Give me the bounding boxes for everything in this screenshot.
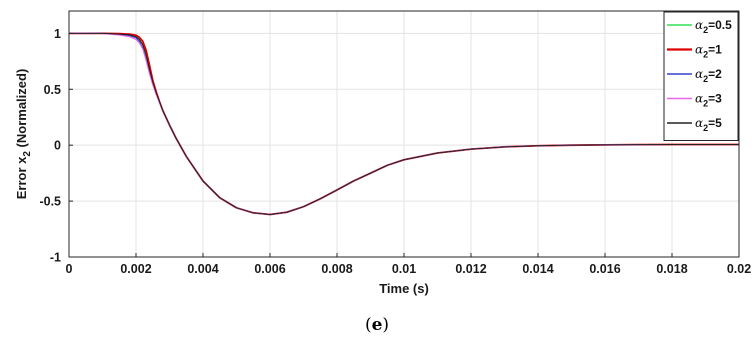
- x-tick-label: 0: [66, 262, 73, 276]
- caption-letter: e: [371, 315, 383, 335]
- legend: α2=0.5 α2=1 α2=2 α2=3 α2=5: [663, 11, 739, 141]
- x-tick-label: 0.014: [522, 262, 553, 276]
- y-tick-label: -0.5: [39, 195, 61, 209]
- legend-entry: α2=2: [695, 67, 722, 84]
- legend-box: [663, 11, 739, 141]
- legend-entry: α2=0.5: [695, 18, 732, 35]
- y-axis-label-main: Error x: [14, 156, 29, 199]
- y-tick-label: 0.5: [44, 83, 61, 97]
- x-tick-label: 0.004: [187, 262, 218, 276]
- y-axis-label: Error x2 (Normalized): [14, 69, 33, 200]
- x-tick-label: 0.002: [120, 262, 151, 276]
- figure-caption: (e): [0, 315, 754, 335]
- x-tick-label: 0.01: [392, 262, 416, 276]
- tick-marks: [68, 32, 740, 258]
- tick-labels: 0 0.002 0.004 0.006 0.008 0.01 0.012 0.014 0.016…: [39, 27, 751, 276]
- legend-entry: α2=3: [695, 92, 722, 109]
- y-tick-label: -1: [50, 251, 61, 265]
- x-tick-label: 0.016: [589, 262, 620, 276]
- error-chart: 0 0.002 0.004 0.006 0.008 0.01 0.012 0.014 0.016…: [14, 10, 751, 296]
- y-axis-label-tail: (Normalized): [14, 69, 29, 151]
- caption-close: ): [382, 315, 390, 335]
- legend-entry: α2=1: [695, 43, 722, 60]
- x-tick-label: 0.012: [455, 262, 486, 276]
- y-tick-label: 0: [54, 139, 61, 153]
- x-tick-label: 0.006: [254, 262, 285, 276]
- x-axis-label: Time (s): [379, 281, 429, 296]
- y-axis-label-sub: 2: [22, 151, 33, 157]
- x-tick-label: 0.008: [321, 262, 352, 276]
- series-line: [69, 32, 739, 216]
- caption-open: (: [364, 315, 372, 335]
- x-tick-label: 0.02: [727, 262, 751, 276]
- y-tick-label: 1: [54, 27, 61, 41]
- grid-lines: [68, 11, 740, 258]
- legend-entry: α2=5: [695, 116, 722, 133]
- x-tick-label: 0.018: [656, 262, 687, 276]
- series-lines: [69, 32, 739, 216]
